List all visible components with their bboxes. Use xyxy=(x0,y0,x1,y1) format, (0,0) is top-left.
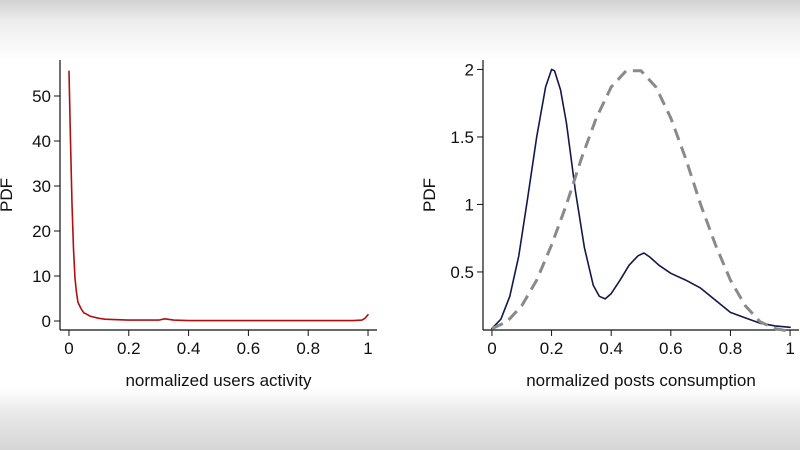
y-tick-label: 1 xyxy=(465,195,474,214)
x-tick-label: 0.4 xyxy=(177,339,201,358)
x-tick-label: 0.2 xyxy=(117,339,141,358)
y-tick-label: 10 xyxy=(32,267,51,286)
x-tick-label: 1 xyxy=(785,339,794,358)
series-line-dashed xyxy=(491,69,791,333)
y-axis-title: PDF xyxy=(0,178,16,212)
series-line xyxy=(491,68,791,330)
y-tick-label: 20 xyxy=(32,222,51,241)
x-tick-label: 0.6 xyxy=(237,339,261,358)
chart-right: 0 0.2 0.4 0.6 0.8 1 0.5 1 1.5 2 normalized posts c… xyxy=(420,60,799,390)
top-blur-band xyxy=(0,0,800,60)
y-tick-label: 0 xyxy=(42,312,51,331)
x-axis-title: normalized users activity xyxy=(125,371,312,390)
x-tick-label: 0 xyxy=(487,339,496,358)
x-tick-label: 0.6 xyxy=(659,339,683,358)
x-tick-label: 0.2 xyxy=(540,339,564,358)
y-axis-title: PDF xyxy=(420,178,439,212)
x-tick-label: 0 xyxy=(64,339,73,358)
y-tick-label: 30 xyxy=(32,177,51,196)
x-tick-label: 0.8 xyxy=(719,339,743,358)
x-axis-title: normalized posts consumption xyxy=(526,371,756,390)
y-tick-label: 0.5 xyxy=(450,263,474,282)
x-tick-label: 1 xyxy=(363,339,372,358)
series-line xyxy=(68,70,369,322)
x-tick-label: 0.8 xyxy=(296,339,320,358)
y-tick-label: 1.5 xyxy=(450,128,474,147)
y-tick-label: 2 xyxy=(465,60,474,79)
y-tick-label: 40 xyxy=(32,132,51,151)
y-tick-label: 50 xyxy=(32,87,51,106)
x-tick-label: 0.4 xyxy=(599,339,623,358)
bottom-blur-band xyxy=(0,388,800,450)
